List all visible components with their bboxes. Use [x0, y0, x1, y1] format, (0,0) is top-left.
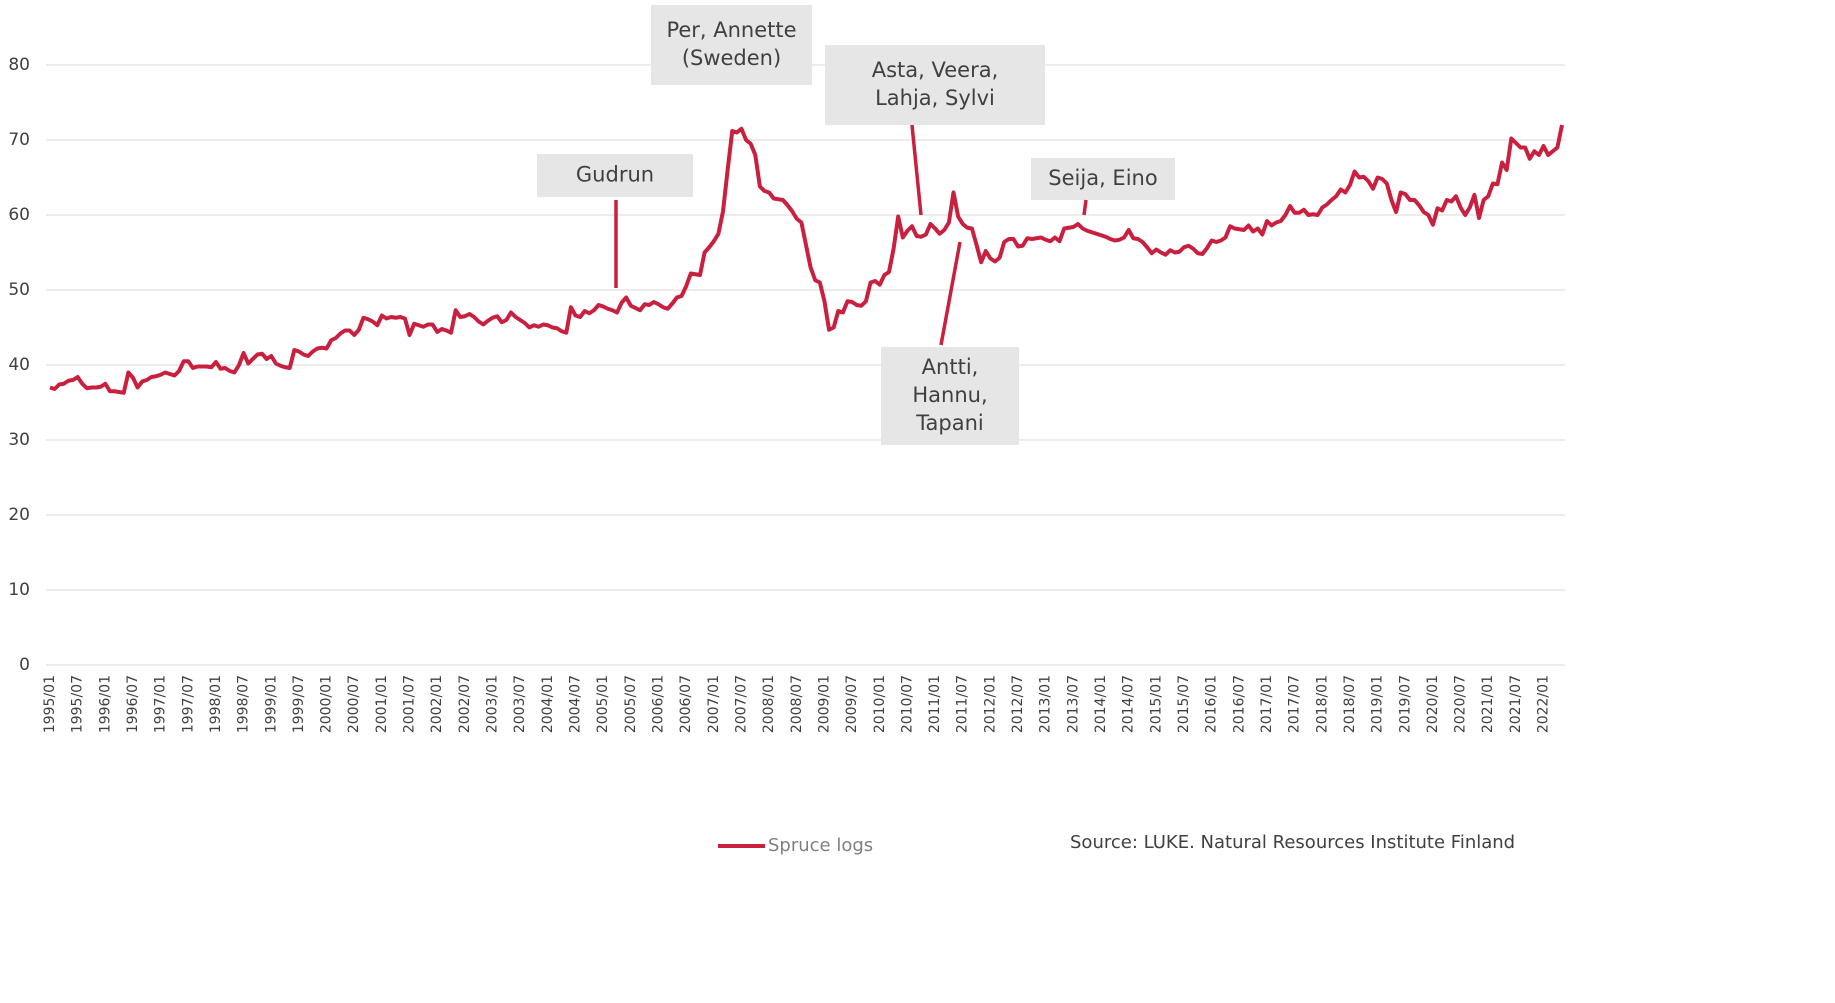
- x-tick-label: 2006/01: [650, 675, 666, 733]
- x-tick-label: 2018/01: [1314, 675, 1330, 733]
- x-tick-label: 2014/01: [1093, 675, 1109, 733]
- x-tick-label: 2002/01: [429, 675, 445, 733]
- annotation-text: Antti,: [922, 355, 979, 379]
- x-tick-label: 2010/07: [899, 675, 915, 733]
- x-tick-label: 1997/07: [180, 675, 196, 733]
- x-tick-label: 2000/01: [319, 675, 335, 733]
- x-tick-label: 2011/07: [955, 675, 971, 733]
- annotation-text: (Sweden): [682, 46, 781, 70]
- annotation-text: Hannu,: [912, 383, 987, 407]
- y-tick-label: 40: [8, 355, 30, 375]
- x-tick-label: 2006/07: [678, 675, 694, 733]
- x-tick-label: 2018/07: [1342, 675, 1358, 733]
- annotation-text: Gudrun: [576, 163, 654, 187]
- x-tick-label: 1998/01: [208, 675, 224, 733]
- x-tick-label: 2019/07: [1397, 675, 1413, 733]
- x-tick-label: 2009/07: [844, 675, 860, 733]
- x-tick-label: 2005/07: [623, 675, 639, 733]
- y-tick-label: 60: [8, 205, 30, 225]
- y-tick-label: 30: [8, 430, 30, 450]
- y-tick-label: 50: [8, 280, 30, 300]
- x-tick-label: 2015/07: [1176, 675, 1192, 733]
- annotation-box: [1031, 158, 1175, 200]
- x-tick-label: 2007/07: [733, 675, 749, 733]
- x-tick-label: 2010/01: [872, 675, 888, 733]
- annotation-text: Asta, Veera,: [872, 58, 999, 82]
- x-tick-label: 1996/07: [125, 675, 141, 733]
- source-note: Source: LUKE. Natural Resources Institut…: [1070, 832, 1515, 853]
- x-tick-label: 2019/01: [1370, 675, 1386, 733]
- x-tick-label: 2012/01: [982, 675, 998, 733]
- x-tick-label: 1995/01: [42, 675, 58, 733]
- x-tick-label: 2008/07: [789, 675, 805, 733]
- x-tick-label: 2015/01: [1148, 675, 1164, 733]
- x-tick-label: 2000/07: [346, 675, 362, 733]
- x-tick-label: 2008/01: [761, 675, 777, 733]
- x-tick-label: 2003/01: [485, 675, 501, 733]
- annotation-leader: [939, 241, 962, 346]
- legend-label: Spruce logs: [768, 835, 873, 856]
- y-tick-label: 0: [19, 655, 30, 675]
- x-tick-label: 1999/07: [291, 675, 307, 733]
- x-tick-label: 2014/07: [1121, 675, 1137, 733]
- annotation-leader: [910, 124, 923, 216]
- x-tick-label: 2001/01: [374, 675, 390, 733]
- x-tick-label: 1997/01: [153, 675, 169, 733]
- x-tick-label: 2002/07: [457, 675, 473, 733]
- annotation-box: [651, 5, 812, 85]
- y-tick-label: 10: [8, 580, 30, 600]
- annotation-text: Per, Annette: [666, 18, 796, 42]
- annotation-text: Lahja, Sylvi: [875, 86, 995, 110]
- x-tick-label: 2020/07: [1453, 675, 1469, 733]
- x-tick-label: 2020/01: [1425, 675, 1441, 733]
- x-tick-label: 2013/01: [1038, 675, 1054, 733]
- y-tick-label: 20: [8, 505, 30, 525]
- annotation-box: [825, 45, 1045, 125]
- x-tick-label: 2012/07: [1010, 675, 1026, 733]
- x-tick-label: 1999/01: [263, 675, 279, 733]
- x-tick-label: 2017/07: [1287, 675, 1303, 733]
- x-tick-label: 2004/01: [540, 675, 556, 733]
- x-tick-label: 2001/07: [402, 675, 418, 733]
- x-tick-label: 1998/07: [236, 675, 252, 733]
- x-tick-label: 2022/01: [1536, 675, 1552, 733]
- x-tick-label: 2021/01: [1480, 675, 1496, 733]
- y-tick-label: 70: [8, 130, 30, 150]
- x-tick-label: 2011/01: [927, 675, 943, 733]
- x-tick-label: 2004/07: [568, 675, 584, 733]
- x-tick-label: 2005/01: [595, 675, 611, 733]
- x-tick-label: 2017/01: [1259, 675, 1275, 733]
- x-tick-label: 2003/07: [512, 675, 528, 733]
- annotation-text: Tapani: [915, 411, 984, 435]
- annotation-box: [537, 154, 693, 197]
- x-tick-label: 2016/07: [1231, 675, 1247, 733]
- x-tick-label: 2007/01: [706, 675, 722, 733]
- annotation-box: [881, 347, 1019, 445]
- x-tick-label: 2021/07: [1508, 675, 1524, 733]
- y-tick-label: 80: [8, 55, 30, 75]
- x-tick-label: 2013/07: [1065, 675, 1081, 733]
- data-line: [49, 124, 1564, 395]
- annotation-text: Seija, Eino: [1048, 166, 1157, 190]
- x-tick-label: 1996/01: [97, 675, 113, 733]
- annotation-leader: [1082, 199, 1088, 216]
- x-tick-label: 2016/01: [1204, 675, 1220, 733]
- x-tick-label: 1995/07: [70, 675, 86, 733]
- x-tick-label: 2009/01: [816, 675, 832, 733]
